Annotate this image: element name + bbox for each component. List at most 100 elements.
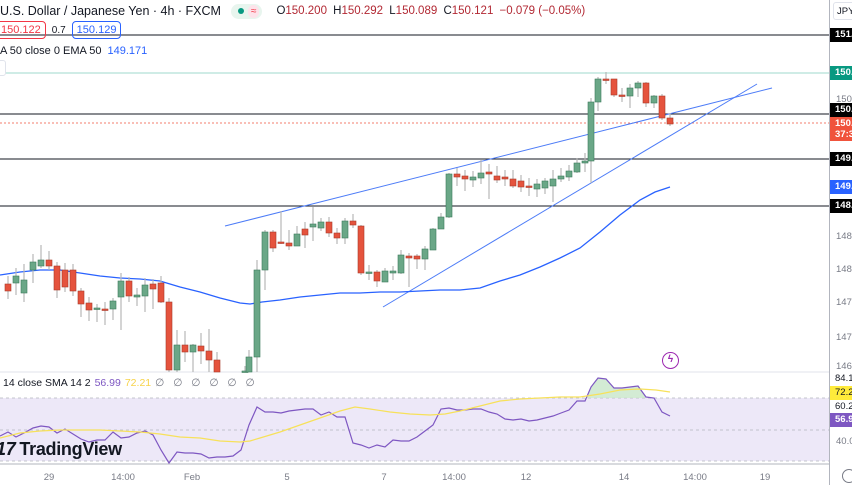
- tradingview-logo[interactable]: 17 TradingView: [0, 439, 122, 460]
- candle[interactable]: [293, 226, 301, 247]
- candle[interactable]: [245, 350, 253, 373]
- candle[interactable]: [77, 288, 85, 317]
- market-status-pill[interactable]: ≈: [230, 3, 263, 19]
- candle[interactable]: [565, 165, 573, 181]
- candle[interactable]: [253, 260, 261, 372]
- trendline[interactable]: [382, 83, 758, 308]
- candle[interactable]: [397, 250, 405, 274]
- candle[interactable]: [45, 251, 53, 270]
- price-badge: 72.2: [830, 386, 852, 400]
- candle[interactable]: [69, 264, 77, 296]
- candle[interactable]: [189, 344, 197, 372]
- candle[interactable]: [4, 276, 12, 299]
- candle[interactable]: [53, 262, 61, 298]
- currency-button[interactable]: JPY: [833, 2, 852, 20]
- candle[interactable]: [557, 168, 565, 182]
- candle[interactable]: [437, 213, 445, 230]
- candle[interactable]: [213, 352, 221, 373]
- candle[interactable]: [587, 98, 595, 183]
- candle[interactable]: [445, 173, 453, 218]
- candle[interactable]: [517, 175, 525, 192]
- candle[interactable]: [141, 278, 149, 312]
- candle[interactable]: [650, 95, 658, 108]
- candle[interactable]: [493, 166, 501, 183]
- candle[interactable]: [485, 164, 493, 199]
- candle[interactable]: [509, 170, 517, 188]
- candle[interactable]: [573, 158, 581, 173]
- candle[interactable]: [634, 81, 642, 97]
- candle[interactable]: [149, 279, 157, 309]
- candle[interactable]: [37, 245, 45, 268]
- candle[interactable]: [389, 266, 397, 280]
- candle[interactable]: [413, 254, 421, 269]
- candle[interactable]: [285, 230, 293, 250]
- candle[interactable]: [421, 246, 429, 270]
- candle[interactable]: [165, 298, 173, 372]
- rsi-legend[interactable]: 14 close SMA 14 2 56.99 72.21 ∅ ∅ ∅ ∅ ∅ ∅: [3, 377, 258, 389]
- candle[interactable]: [533, 179, 541, 197]
- candle[interactable]: [261, 230, 269, 290]
- candle[interactable]: [581, 153, 589, 172]
- candle[interactable]: [429, 228, 437, 251]
- candle[interactable]: [197, 333, 205, 364]
- candle[interactable]: [666, 113, 674, 126]
- candle[interactable]: [381, 268, 389, 283]
- candle[interactable]: [501, 170, 509, 186]
- buy-button[interactable]: 150.129: [71, 21, 122, 39]
- candle[interactable]: [477, 160, 485, 184]
- sell-button[interactable]: 150.122: [0, 21, 46, 39]
- candle[interactable]: [309, 207, 317, 241]
- candle[interactable]: [642, 82, 650, 107]
- candle[interactable]: [461, 170, 469, 191]
- tradingview-logo-text: TradingView: [19, 439, 122, 459]
- candle[interactable]: [365, 265, 373, 280]
- delayed-data-icon: ≈: [247, 4, 260, 18]
- candle[interactable]: [101, 302, 109, 325]
- candle[interactable]: [85, 297, 93, 321]
- candle[interactable]: [29, 254, 37, 283]
- lightning-alert-icon[interactable]: ϟ: [662, 352, 679, 369]
- candle[interactable]: [602, 72, 610, 84]
- candle[interactable]: [277, 211, 285, 244]
- candle[interactable]: [12, 268, 20, 295]
- candle[interactable]: [117, 273, 125, 330]
- candle[interactable]: [333, 228, 341, 244]
- candle[interactable]: [157, 276, 165, 303]
- candle[interactable]: [525, 178, 533, 196]
- candle[interactable]: [610, 78, 618, 97]
- candle[interactable]: [453, 168, 461, 186]
- candle[interactable]: [325, 217, 333, 237]
- candle[interactable]: [93, 304, 101, 322]
- candle[interactable]: [658, 94, 666, 120]
- candle[interactable]: [594, 77, 602, 111]
- trendline[interactable]: [224, 87, 773, 227]
- candle[interactable]: [626, 84, 634, 108]
- candle[interactable]: [301, 222, 309, 248]
- candle[interactable]: [109, 298, 117, 320]
- candle[interactable]: [357, 225, 365, 275]
- legend-collapse-button[interactable]: [0, 60, 6, 76]
- candle[interactable]: [618, 88, 626, 102]
- candle[interactable]: [317, 218, 325, 231]
- candle[interactable]: [541, 178, 549, 194]
- ema-legend[interactable]: A 50 close 0 EMA 50 149.171: [0, 45, 147, 57]
- candle[interactable]: [125, 277, 133, 302]
- candle[interactable]: [173, 330, 181, 372]
- price-tick-label: 40.0: [836, 436, 852, 447]
- candle[interactable]: [405, 253, 413, 287]
- candle[interactable]: [373, 270, 381, 287]
- candle[interactable]: [341, 218, 349, 244]
- candle[interactable]: [133, 288, 141, 306]
- candle[interactable]: [349, 214, 357, 228]
- candle[interactable]: [469, 171, 477, 187]
- candle[interactable]: [549, 170, 557, 202]
- candle[interactable]: [205, 329, 213, 372]
- candle[interactable]: [20, 264, 28, 302]
- candle[interactable]: [269, 230, 277, 252]
- symbol-title[interactable]: U.S. Dollar / Japanese Yen · 4h · FXCM: [0, 4, 221, 18]
- low-value: 150.089: [395, 5, 438, 17]
- candle[interactable]: [181, 331, 189, 362]
- candle[interactable]: [61, 263, 69, 292]
- settings-gear-icon[interactable]: [842, 469, 852, 483]
